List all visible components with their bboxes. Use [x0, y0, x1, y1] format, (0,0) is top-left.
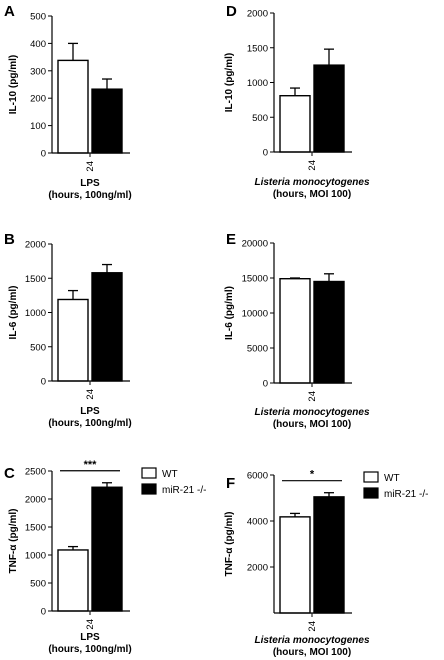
panel-a-ytick-label: 200 — [30, 94, 46, 105]
panel-c-xtick-label: 24 — [85, 619, 96, 630]
panel-b-bar-mir21-ko — [91, 272, 123, 382]
panel-d-ytick-label: 0 — [263, 148, 268, 159]
panel-e-xtick-label: 24 — [307, 391, 318, 402]
panel-b-bar-wt — [57, 298, 89, 382]
panel-e-ytick-label: 5000 — [247, 344, 268, 355]
panel-c-x-axis-label-line: LPS — [80, 632, 100, 643]
panel-b-ytick-label: 1500 — [25, 274, 46, 285]
panel-b-x-axis-label-line: (hours, 100ng/ml) — [48, 418, 131, 429]
panel-f-x-axis-label-line: (hours, MOI 100) — [273, 647, 351, 658]
panel-e-ytick-label: 15000 — [242, 274, 268, 285]
panel-b-ytick-label: 2000 — [25, 240, 46, 251]
panel-c-bar-wt — [57, 549, 89, 612]
panel-d-x-axis-label-line: Listeria monocytogenes — [254, 177, 369, 188]
panel-c-x-axis-label-line: (hours, 100ng/ml) — [48, 644, 131, 655]
panel-d-x-axis-label-line: (hours, MOI 100) — [273, 189, 351, 200]
panel-f-label: F — [226, 475, 235, 492]
panel-a-ytick-label: 100 — [30, 121, 46, 132]
panel-d: D 0 500 1000 1500 2000 IL-10 (pg/ml) 24 Listeria… — [224, 3, 370, 200]
panel-a-x-axis-label-line: LPS — [80, 178, 100, 189]
panel-f-ytick-label: 4000 — [247, 517, 268, 528]
panel-d-xtick-label: 24 — [307, 160, 318, 171]
panel-e-x-axis-label-line: (hours, MOI 100) — [273, 419, 351, 430]
panel-a-y-axis-label: IL-10 (pg/ml) — [8, 55, 19, 114]
panel-e-ytick-label: 20000 — [242, 239, 268, 250]
panel-a-bar-mir21-ko — [91, 88, 123, 154]
panel-d-ytick-label: 2000 — [247, 9, 268, 20]
panel-e: E 0 5000 10000 15000 20000 IL-6 (pg/ml) 24 Liste… — [224, 231, 370, 430]
panel-a-label: A — [4, 3, 15, 20]
panel-f-bar-wt — [279, 516, 311, 614]
panel-a-ytick-label: 400 — [30, 39, 46, 50]
panel-b-xtick-label: 24 — [85, 389, 96, 400]
panel-b: B 0 500 1000 1500 2000 IL-6 (pg/ml) 24 LPS(hours… — [4, 231, 132, 429]
panel-e-x-axis-label-line: Listeria monocytogenes — [254, 407, 369, 418]
panel-c-label: C — [4, 465, 15, 482]
panel-f-y-axis-label: TNF-α (pg/ml) — [224, 511, 235, 576]
panel-f-bar-mir21-ko — [313, 496, 345, 614]
panel-b-ytick-label: 500 — [30, 342, 46, 353]
panel-a: A 0 100 200 300 400 500 IL-10 (pg/ml) 24 LPS(hour… — [4, 3, 132, 201]
panel-f-ytick-label: 2000 — [247, 563, 268, 574]
panel-d-ytick-label: 500 — [252, 113, 268, 124]
panel-c-bar-mir21-ko — [91, 486, 123, 612]
panel-e-ytick-label: 10000 — [242, 309, 268, 320]
panel-a-x-axis-label-line: (hours, 100ng/ml) — [48, 190, 131, 201]
panel-f-xtick-label: 24 — [307, 621, 318, 632]
panel-f-legend-swatch — [363, 471, 379, 483]
panel-c-ytick-label: 2000 — [25, 495, 46, 506]
panel-f-legend-label: WT — [384, 473, 400, 484]
panel-b-ytick-label: 1000 — [25, 308, 46, 319]
panel-a-xtick-label: 24 — [85, 161, 96, 172]
panel-c-ytick-label: 1500 — [25, 523, 46, 534]
panel-a-ytick-label: 300 — [30, 66, 46, 77]
panel-c-legend-swatch — [141, 483, 157, 495]
panel-f-legend-label: miR-21 -/- — [384, 489, 428, 500]
panel-e-y-axis-label: IL-6 (pg/ml) — [224, 286, 235, 340]
panel-c-ytick-label: 500 — [30, 579, 46, 590]
panel-b-label: B — [4, 231, 15, 248]
panel-f: F 2000 4000 6000 TNF-α (pg/ml) 24 Listeria mon… — [224, 469, 428, 658]
panel-a-bar-wt — [57, 59, 89, 154]
panel-e-bar-mir21-ko — [313, 280, 345, 384]
panel-e-label: E — [226, 231, 236, 248]
panel-d-bar-mir21-ko — [313, 64, 345, 153]
panel-c-legend-label: miR-21 -/- — [162, 485, 206, 496]
panel-f-legend-swatch — [363, 487, 379, 499]
panel-f-significance-marker: * — [310, 469, 315, 481]
panel-b-ytick-label: 0 — [41, 377, 46, 388]
panel-f-x-axis-label-line: Listeria monocytogenes — [254, 635, 369, 646]
panel-c-ytick-label: 1000 — [25, 551, 46, 562]
panel-b-x-axis-label-line: LPS — [80, 406, 100, 417]
panel-d-ytick-label: 1500 — [247, 43, 268, 54]
panel-d-bar-wt — [279, 95, 311, 153]
panel-c-y-axis-label: TNF-α (pg/ml) — [8, 508, 19, 573]
panel-c-legend-swatch — [141, 467, 157, 479]
panel-f-ytick-label: 6000 — [247, 471, 268, 482]
panel-d-label: D — [226, 3, 237, 20]
panel-c-significance-marker: *** — [84, 459, 98, 471]
panel-e-ytick-label: 0 — [263, 379, 268, 390]
panel-d-y-axis-label: IL-10 (pg/ml) — [224, 53, 235, 112]
panel-a-ytick-label: 0 — [41, 149, 46, 160]
panel-a-ytick-label: 500 — [30, 12, 46, 23]
panel-d-ytick-label: 1000 — [247, 78, 268, 89]
panel-c: C 0 500 1000 1500 2000 2500 TNF-α (pg/ml) 24 LPS(… — [4, 459, 206, 655]
panel-c-legend-label: WT — [162, 469, 178, 480]
panel-e-bar-wt — [279, 278, 311, 384]
panel-b-y-axis-label: IL-6 (pg/ml) — [8, 286, 19, 340]
panel-c-ytick-label: 2500 — [25, 467, 46, 478]
panel-c-ytick-label: 0 — [41, 607, 46, 618]
